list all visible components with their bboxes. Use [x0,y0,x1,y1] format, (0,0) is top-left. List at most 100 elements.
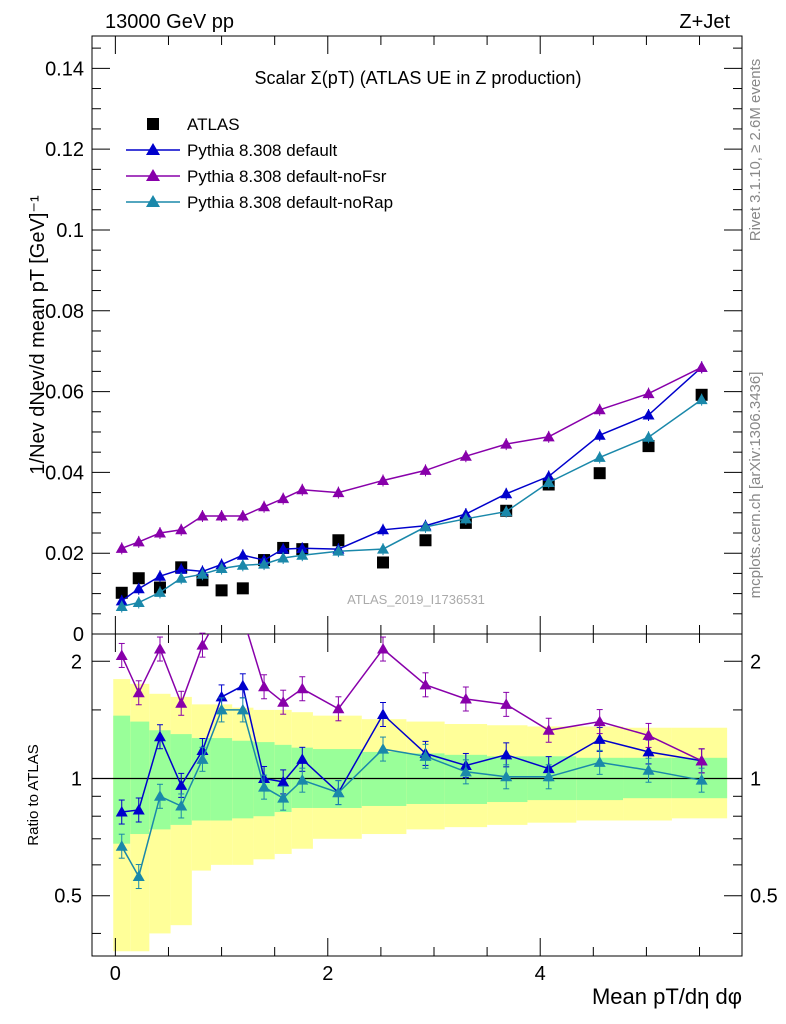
ratio-y-tick-label-right: 1 [750,768,761,790]
data-point [175,572,188,583]
x-tick-label: 0 [110,963,121,985]
ratio-data-point [419,750,432,761]
ratio-data-point [296,753,309,764]
legend-label: ATLAS [187,115,240,134]
data-point [459,512,472,524]
ratio-data-point [296,682,309,694]
data-point [277,492,290,504]
data-point [175,523,188,535]
ratio-data-point [277,696,290,707]
ratio-data-point [542,770,555,782]
ratio-data-point [215,703,228,715]
data-point [500,505,513,517]
ratio-data-point [258,781,271,792]
inner-uncertainty-band [191,738,211,821]
data-point-atlas [419,534,432,547]
data-point-atlas [215,584,228,597]
ratio-data-point [500,770,513,782]
data-point [419,464,432,475]
data-point [593,403,606,415]
ratio-data-point [296,774,309,785]
data-point [132,535,145,547]
legend-marker [146,169,160,181]
ratio-data-point [115,806,128,817]
ratio-data-point [277,775,290,787]
data-point [115,600,128,612]
legend-marker [147,118,159,130]
y-tick-label: 0 [73,624,84,646]
main-axis-ticks: 0 0.02 0.04 0.06 0.08 0.1 0.12 0.14 [45,36,742,646]
rivet-label: Rivet 3.1.10, ≥ 2.6M events [747,59,764,242]
data-point [115,594,128,606]
data-point [500,438,513,449]
y-tick-label: 0.12 [45,139,84,161]
ratio-data-point [132,686,145,698]
y-tick-label: 0.08 [45,301,84,323]
y-tick-label: 0.04 [45,462,84,484]
data-point [153,586,166,597]
data-point-atlas [332,534,345,547]
data-point [500,487,513,499]
data-point [277,543,290,554]
x-axis-label: Mean pT/dη dφ [592,984,742,1009]
data-point [642,431,655,442]
y-tick-label: 0.06 [45,382,84,404]
data-point-atlas [593,467,606,480]
data-point [419,520,432,532]
ratio-series-marks [115,632,708,890]
ratio-data-point [277,792,290,803]
ratio-data-point [542,724,555,735]
data-point-atlas [236,582,249,595]
series-line [121,366,702,550]
inner-uncertainty-band [130,721,150,835]
data-point [377,474,390,485]
ratio-data-point [196,639,209,650]
ratio-data-point [258,680,271,692]
ratio-data-point [377,708,390,719]
ratio-data-point [153,790,166,801]
ratio-y-tick-label-right: 2 [750,651,761,673]
data-point [642,387,655,399]
data-point-atlas [115,586,128,599]
ratio-data-point [419,678,432,690]
ratio-data-point [642,764,655,775]
ratio-data-point [459,693,472,704]
ratio-uncertainty-bands [113,679,728,952]
ratio-data-point [175,779,188,790]
data-point [258,558,271,569]
x-tick-label: 4 [535,963,546,985]
ratio-data-point [695,774,708,785]
ratio-y-axis-label: Ratio to ATLAS [25,744,42,845]
energy-label: 13000 GeV pp [105,11,234,33]
legend-label: Pythia 8.308 default-noRap [187,193,393,212]
ratio-data-point [695,754,708,766]
y-tick-label: 0.1 [56,220,84,242]
inner-uncertainty-band [210,738,233,821]
data-point-atlas [132,572,145,585]
ratio-y-tick-label: 0.5 [54,886,82,908]
data-point [377,523,390,535]
mcplots-label: mcplots.cern.ch [arXiv:1306.3436] [747,372,764,599]
data-point [215,510,228,521]
ratio-data-point [115,840,128,851]
process-label: Z+Jet [679,11,730,33]
data-point [459,450,472,461]
data-point [196,510,209,521]
data-point [542,470,555,481]
legend: ATLAS Pythia 8.308 default Pythia 8.308 de… [126,115,393,212]
ratio-data-point [153,643,166,654]
ratio-data-point [153,730,166,742]
ratio-y-tick-label-right: 0.5 [750,886,778,908]
ratio-data-point [236,679,249,691]
ratio-data-point [236,703,249,715]
ratio-data-point [500,748,513,760]
data-point [695,393,708,405]
main-series-marks [115,361,708,613]
data-point [377,543,390,554]
data-point [115,542,128,553]
y-tick-label: 0.14 [45,58,84,80]
ratio-data-point [196,753,209,764]
legend-label: Pythia 8.308 default [187,141,338,160]
data-point [236,549,249,560]
